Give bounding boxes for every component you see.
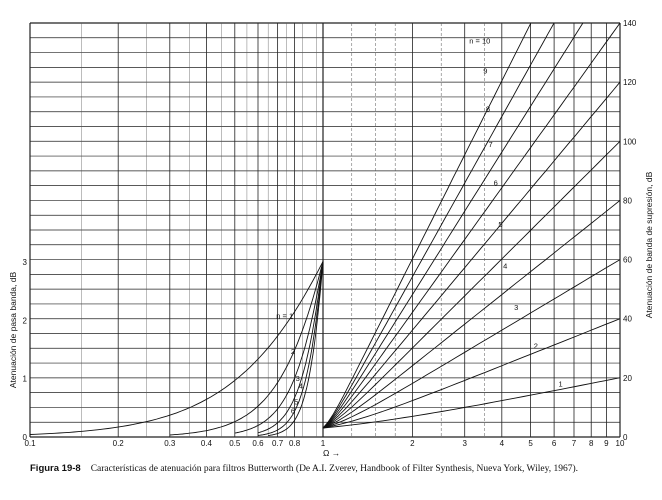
passband-series-label: 5	[294, 397, 298, 406]
x-tick-label: 2	[410, 439, 415, 448]
stopband-curve	[322, 200, 621, 429]
passband-series-label: 2	[291, 347, 295, 356]
y-tick-label: 0	[623, 433, 628, 442]
stopband-series-label: 7	[489, 140, 493, 149]
y-tick-label: 100	[623, 137, 637, 146]
figure-caption: Figura 19-8 Características de atenuación…	[30, 463, 630, 475]
x-tick-label: 0.3	[164, 439, 176, 448]
stopband-curve	[322, 318, 621, 429]
x-tick-label: 9	[604, 439, 609, 448]
x-tick-label: 0.5	[229, 439, 241, 448]
stopband-curve	[322, 22, 584, 429]
stopband-series-label: 3	[514, 303, 518, 312]
y-tick-label: 0	[23, 433, 28, 442]
stopband-curve	[322, 140, 621, 429]
passband-curve	[234, 261, 324, 434]
omega-axis-label: Ω →	[323, 448, 340, 458]
y-tick-label: 3	[23, 258, 28, 267]
x-tick-label: 5	[528, 439, 533, 448]
stopband-series-label: n = 10	[469, 37, 490, 46]
passband-curve	[257, 261, 324, 436]
stopband-series-label: 8	[486, 105, 490, 114]
y-tick-label: 140	[623, 19, 637, 28]
y-tick-label: 120	[623, 78, 637, 87]
y-tick-label: 80	[623, 196, 632, 205]
stopband-axis-title: Atenuación de banda de supresión, dB	[644, 171, 654, 318]
y-tick-label: 20	[623, 374, 632, 383]
stopband-series-label: 1	[558, 380, 562, 389]
passband-series-label: 6	[291, 407, 295, 416]
y-tick-label: 1	[23, 375, 28, 384]
x-tick-label: 7	[572, 439, 577, 448]
x-tick-label: 0.2	[113, 439, 125, 448]
x-tick-label: 0.4	[201, 439, 213, 448]
x-tick-label: 3	[462, 439, 467, 448]
x-tick-label: 1	[321, 439, 326, 448]
passband-curve	[257, 261, 324, 434]
stopband-series-label: 9	[483, 66, 487, 75]
figure-number: Figura 19-8	[30, 463, 81, 474]
chart-grid	[29, 22, 621, 438]
stopband-curve	[322, 23, 532, 429]
chart-labels: 0.1 0.2 0.3 0.4 0.5 0.6 0.7 0.8 1 2 3 4 5 6 7 8 9 1001230…	[23, 19, 637, 448]
stopband-curve	[322, 22, 621, 429]
stopband-series-label: 5	[498, 220, 502, 229]
passband-series-label: n = 1	[276, 312, 293, 321]
x-tick-label: 0.6	[252, 439, 264, 448]
passband-series-label: 4	[299, 382, 303, 391]
x-tick-label: 4	[500, 439, 505, 448]
stopband-curve	[322, 22, 555, 429]
x-tick-label: 0.1	[24, 439, 36, 448]
stopband-series-label: 4	[503, 261, 507, 270]
stopband-curve	[322, 81, 621, 429]
caption-text: Características de atenuación para filtr…	[90, 464, 579, 474]
x-tick-label: 8	[589, 439, 594, 448]
y-tick-label: 40	[623, 315, 632, 324]
passband-series-label: 3	[296, 374, 300, 383]
attenuation-chart: 0.1 0.2 0.3 0.4 0.5 0.6 0.7 0.8 1 2 3 4 5 6 7 8 9 1001230…	[8, 19, 654, 458]
x-tick-label: 0.7	[272, 439, 284, 448]
x-tick-label: 6	[552, 439, 557, 448]
stopband-series-label: 2	[534, 341, 538, 350]
passband-curve	[29, 261, 324, 435]
passband-axis-title: Atenuación de pasa banda, dB	[8, 272, 18, 389]
x-tick-label: 10	[616, 439, 625, 448]
passband-curve	[169, 261, 324, 436]
stopband-curve	[322, 259, 621, 429]
chart-curves	[29, 22, 621, 437]
y-tick-label: 2	[23, 316, 28, 325]
stopband-series-label: 6	[494, 179, 498, 188]
passband-curve	[268, 261, 324, 437]
x-tick-label: 0.8	[289, 439, 301, 448]
y-tick-label: 60	[623, 256, 632, 265]
stopband-curve	[322, 377, 621, 429]
